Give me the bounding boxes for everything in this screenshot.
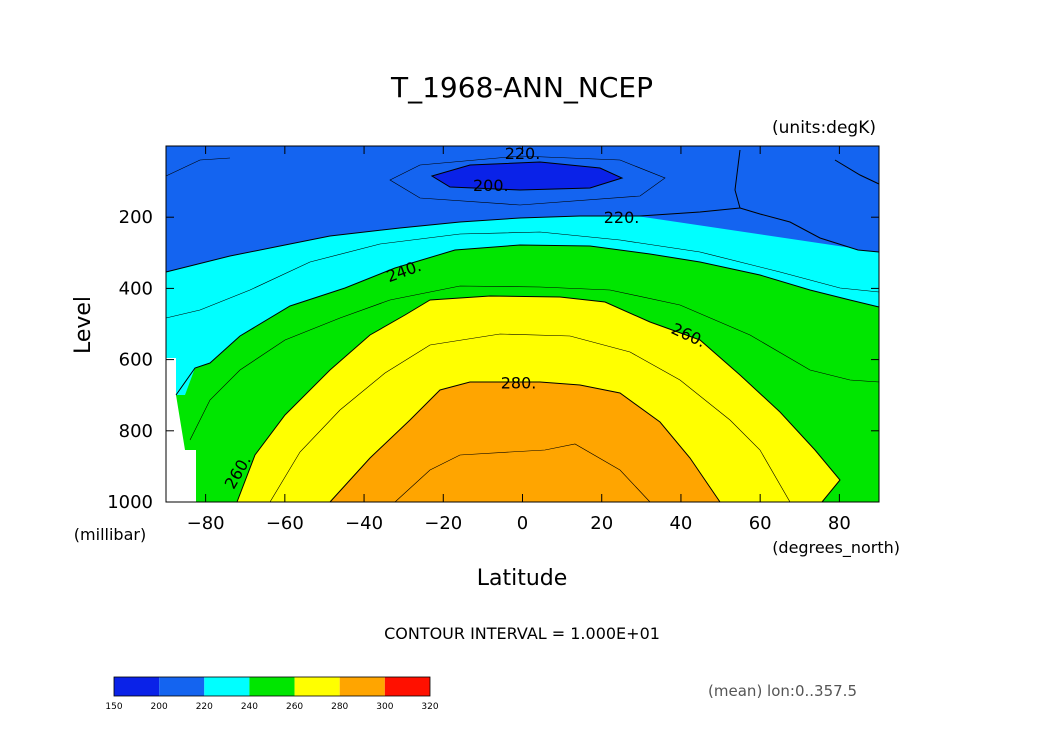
y-axis-label: Level	[71, 296, 96, 354]
colorbar-label: 220	[196, 702, 213, 712]
x-tick-label: −80	[187, 513, 225, 534]
colorbar-label: 240	[241, 702, 258, 712]
colorbar-swatch	[339, 677, 385, 696]
contour-label: 220.	[604, 208, 640, 227]
y-tick-marks	[166, 216, 879, 503]
colorbar-frame	[113, 676, 431, 697]
x-tick-label: 20	[590, 513, 613, 534]
y-tick-label: 200	[119, 207, 153, 228]
colorbar-label: 280	[331, 702, 348, 712]
colorbar-swatch	[294, 677, 340, 696]
colorbar-label: 300	[376, 702, 393, 712]
x-tick-label: −60	[266, 513, 304, 534]
band-200-220	[166, 146, 879, 272]
x-tick-label: 80	[828, 513, 851, 534]
x-tick-label: 40	[669, 513, 692, 534]
colorbar-swatch	[159, 677, 205, 696]
plot-area: 220.200.220.240.260.280.260.	[165, 144, 880, 503]
x-axis-label: Latitude	[477, 566, 568, 591]
x-tick-marks	[205, 146, 840, 502]
y-tick-label: 400	[119, 278, 153, 299]
colorbar-swatch	[384, 677, 430, 696]
band-white	[166, 358, 196, 502]
colorbar-label: 260	[286, 702, 303, 712]
colorbar-label: 200	[151, 702, 168, 712]
y-tick-labels: 200 400 600 800 1000	[107, 207, 153, 513]
contour-label: 280.	[501, 374, 537, 393]
colorbar-label: 150	[105, 702, 122, 712]
y-units-label: (millibar)	[74, 525, 146, 544]
x-tick-label: 60	[749, 513, 772, 534]
x-units-label: (degrees_north)	[772, 538, 900, 558]
chart-title: T_1968-ANN_NCEP	[390, 71, 653, 104]
y-tick-label: 600	[119, 350, 153, 371]
thin-contours	[165, 155, 880, 503]
main-contours	[165, 149, 880, 503]
colorbar-label: 320	[421, 702, 438, 712]
mean-note: (mean) lon:0..357.5	[708, 682, 857, 700]
colorbar-swatch	[114, 677, 160, 696]
band-lt-200	[432, 162, 622, 190]
y-tick-label: 800	[119, 421, 153, 442]
x-tick-labels: −80 −60 −40 −20 0 20 40 60 80	[187, 513, 851, 534]
colorbar-swatch	[249, 677, 295, 696]
x-tick-label: −40	[345, 513, 383, 534]
x-tick-label: −20	[424, 513, 462, 534]
contour-label: 200.	[473, 176, 509, 195]
x-tick-label: 0	[517, 513, 528, 534]
units-label: (units:degK)	[772, 118, 876, 138]
colorbar-swatch	[204, 677, 250, 696]
colorbar: 150 200 220 240 260 280 300 320	[105, 676, 439, 712]
y-tick-label: 1000	[107, 492, 153, 513]
contour-interval-text: CONTOUR INTERVAL = 1.000E+01	[384, 624, 660, 643]
contour-label: 220.	[505, 144, 541, 163]
